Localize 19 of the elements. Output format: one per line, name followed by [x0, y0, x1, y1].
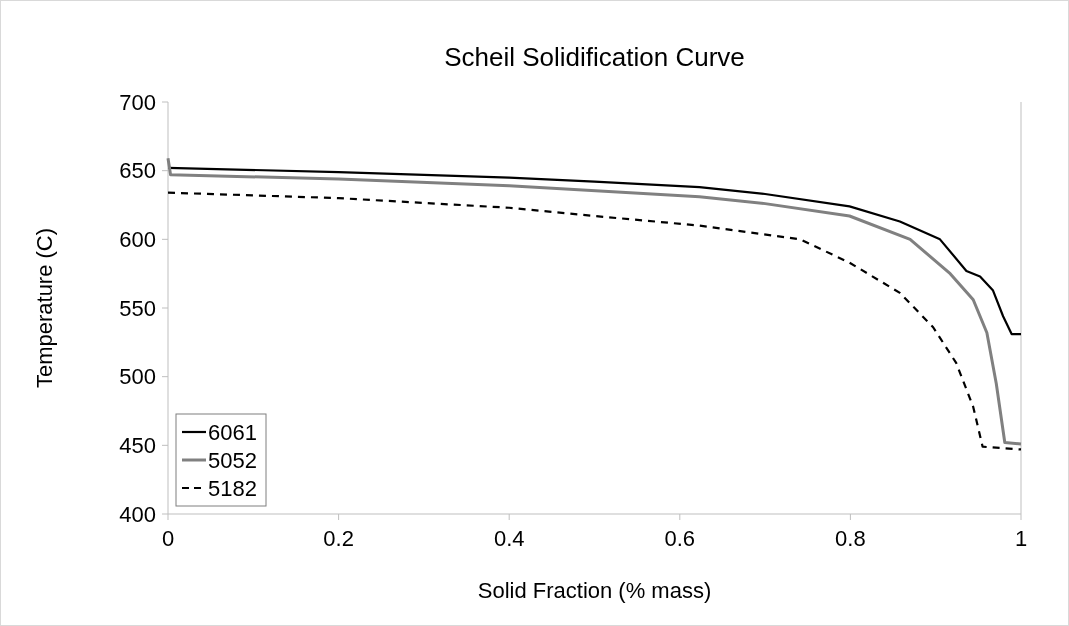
x-tick-label: 0 [161, 526, 175, 551]
y-tick-label: 650 [119, 158, 156, 184]
x-tick-label: 0.6 [664, 526, 696, 551]
legend-label: 6061 [208, 419, 257, 445]
y-tick-label: 500 [119, 364, 156, 390]
y-axis-title: Temperature (C) [32, 227, 57, 389]
chart-title: Scheil Solidification Curve [444, 42, 745, 72]
legend-label: 5052 [208, 447, 257, 473]
y-tick-label: 600 [119, 227, 156, 253]
y-tick-label: 450 [119, 433, 156, 459]
x-tick-label: 0.2 [323, 526, 354, 551]
y-tick-label: 700 [119, 89, 156, 115]
legend-label: 5182 [208, 475, 257, 501]
y-tick-label: 400 [119, 501, 156, 527]
y-tick-label: 550 [119, 295, 156, 321]
x-tick-label: 0.4 [493, 526, 525, 551]
x-axis-title: Solid Fraction (% mass) [477, 578, 712, 603]
x-tick-label: 1 [1014, 526, 1028, 551]
x-tick-label: 0.8 [835, 526, 866, 551]
